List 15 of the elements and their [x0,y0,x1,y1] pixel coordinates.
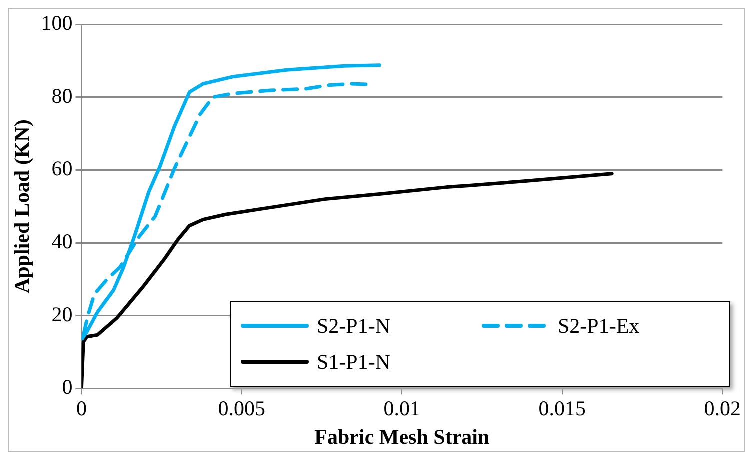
y-axis-title: Applied Load (KN) [10,120,34,294]
x-tick-label: 0.005 [218,396,266,421]
y-tick-label: 0 [62,375,73,400]
y-tick-label: 60 [52,156,73,181]
x-tick-label: 0.01 [384,396,421,421]
y-tick-label: 20 [52,302,73,326]
x-tick-label: 0.02 [704,396,741,421]
x-axis-title: Fabric Mesh Strain [314,424,490,449]
y-tick-label: 100 [41,11,73,36]
legend-label: S1-P1-N [317,350,391,374]
y-tick-label: 80 [52,84,73,108]
y-tick-label: 40 [52,230,73,254]
x-tick-label: 0.015 [538,396,586,421]
legend-label: S2-P1-Ex [558,314,640,338]
legend-label: S2-P1-N [317,314,391,338]
